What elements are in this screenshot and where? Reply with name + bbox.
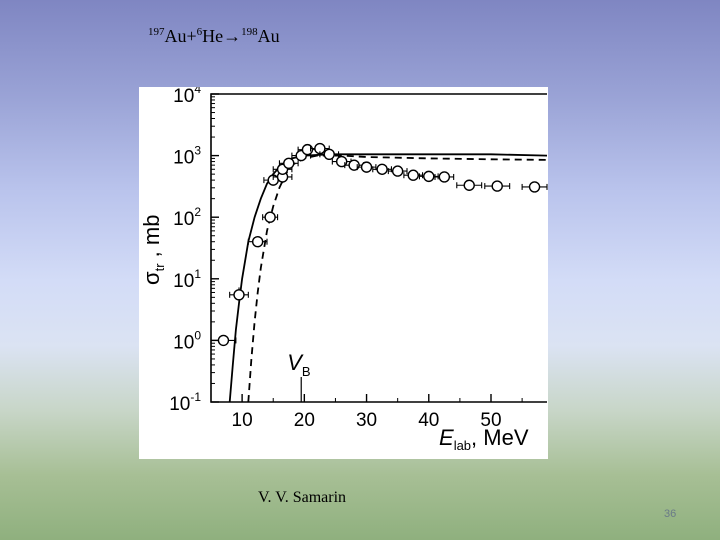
data-point <box>360 161 373 173</box>
slide-title: 197Au+6He→198Au <box>148 26 280 47</box>
theory-curve-solid <box>228 153 547 402</box>
x-axis-label: Elab, MeV <box>439 425 529 453</box>
slide-number: 36 <box>664 508 677 520</box>
data-point <box>491 180 503 192</box>
data-point <box>376 163 388 175</box>
data-point <box>264 211 276 223</box>
data-point <box>348 159 360 171</box>
data-point <box>438 171 451 183</box>
data-point <box>301 143 314 156</box>
data-point <box>463 179 475 191</box>
x-tick-label: 40 <box>418 410 439 431</box>
title-part-2: He→ <box>202 26 242 46</box>
title-mass-3: 198 <box>241 26 258 38</box>
y-tick-label: 100 <box>173 328 201 353</box>
data-point <box>323 148 335 160</box>
y-tick-label: 103 <box>173 144 201 169</box>
title-mass-2: 6 <box>196 26 203 38</box>
chart-panel: 10-1 100 101 102 103 104 10 20 30 40 50 Elab, MeV σt… <box>139 87 548 459</box>
data-point <box>391 165 404 177</box>
x-tick-label: 10 <box>232 410 253 431</box>
x-tick-label: 30 <box>356 410 377 431</box>
data-point <box>251 236 264 248</box>
y-tick-label: 104 <box>173 87 201 107</box>
x-tick-label: 50 <box>480 410 501 431</box>
title-part-1: Au+ <box>164 26 197 46</box>
x-tick-label: 20 <box>294 410 315 431</box>
y-axis-label: σtr , mb <box>139 215 167 285</box>
data-point <box>217 334 230 347</box>
data-point <box>423 170 435 183</box>
author-name: V. V. Samarin <box>258 489 347 506</box>
data-point <box>283 157 295 169</box>
y-tick-label: 101 <box>173 267 201 292</box>
vb-annotation: VB <box>287 350 310 379</box>
data-point <box>407 169 419 181</box>
data-point <box>335 155 348 168</box>
data-point <box>528 181 541 193</box>
plot-frame <box>210 93 547 403</box>
title-mass-1: 197 <box>148 26 165 38</box>
data-point <box>233 289 245 301</box>
y-tick-label: 10-1 <box>169 390 201 415</box>
y-tick-label: 102 <box>173 205 201 230</box>
title-part-3: Au <box>257 26 280 46</box>
